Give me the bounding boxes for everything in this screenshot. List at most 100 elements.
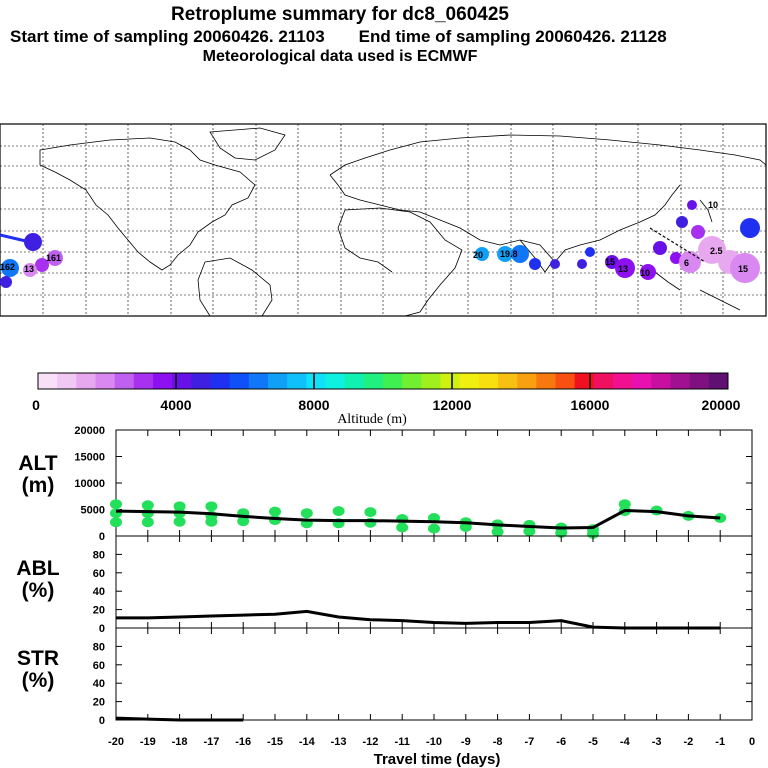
map-marker: [529, 258, 541, 270]
start-time-label: Start time of sampling 20060426. 21103: [10, 27, 325, 46]
panel-frame: [115, 535, 753, 629]
colorbar-tick-label: 20000: [702, 397, 741, 413]
x-tick-label: -10: [426, 736, 442, 748]
map-marker: [687, 200, 697, 210]
colorbar-tick-label: 0: [32, 397, 40, 413]
world-map: 162 161 13 20 19.8 15 13 10 6 2.5 15 10: [0, 123, 767, 317]
colorbar-swatch: [57, 373, 77, 389]
colorbar-swatch: [306, 373, 326, 389]
y-tick-label: 20000: [74, 425, 105, 437]
map-marker: [24, 233, 42, 251]
colorbar-swatch: [421, 373, 441, 389]
x-tick-label: -20: [108, 736, 124, 748]
scatter-point: [237, 516, 250, 527]
scatter-point: [491, 526, 504, 537]
map-marker: [730, 253, 760, 283]
colorbar-swatch: [133, 373, 154, 389]
map-marker: [640, 264, 656, 280]
map-label: 13: [618, 264, 628, 274]
panel-ylabel: (%): [22, 579, 55, 602]
map-marker: [691, 225, 705, 239]
map-marker: [670, 252, 682, 264]
scatter-point: [555, 527, 568, 538]
map-label: 162: [0, 262, 15, 272]
map-marker: [653, 241, 667, 255]
x-tick-label: -11: [395, 736, 410, 748]
colorbar-tick-label: 12000: [433, 397, 472, 413]
map-marker: [0, 276, 12, 288]
map-label: 10: [708, 200, 718, 210]
colorbar-swatch: [76, 373, 96, 389]
map-marker: [475, 247, 489, 261]
map-marker: [550, 259, 560, 269]
colorbar-tick-label: 4000: [160, 397, 191, 413]
panel-ylabel: STR: [17, 647, 59, 670]
scatter-point: [459, 521, 472, 532]
colorbar-swatch: [38, 373, 58, 389]
y-tick-label: 20: [93, 697, 105, 709]
scatter-point: [173, 516, 186, 527]
map-label: 6: [684, 258, 689, 268]
x-tick-label: -9: [461, 736, 471, 748]
map-marker: [698, 236, 726, 264]
x-tick-label: -4: [620, 736, 631, 748]
colorbar-swatch: [114, 373, 135, 389]
colorbar-tick-labels: 0 4000 8000 12000 16000 20000: [32, 397, 741, 413]
panel-ylabel: (%): [22, 669, 55, 692]
panel-ylabel: (m): [22, 474, 55, 497]
colorbar-swatch: [670, 373, 691, 389]
panel-alt: 0 5000 10000 15000 20000 ALT(m): [18, 425, 753, 543]
map-marker: [676, 216, 688, 228]
map-marker: [511, 245, 529, 263]
colorbar-tick-marks: [175, 373, 591, 389]
map-label: 15: [738, 264, 748, 274]
map-marker: [1, 259, 19, 277]
map-marker: [47, 250, 63, 266]
colorbar-swatch: [268, 373, 288, 389]
panel-str: 0 20 40 60 80 STR(%): [17, 627, 753, 727]
map-track: [649, 227, 706, 263]
y-tick-label: 60: [93, 568, 105, 580]
map-labels: 162 161 13 20 19.8 15 13 10 6 2.5 15 10: [0, 200, 748, 278]
colorbar-swatch: [191, 373, 211, 389]
scatter-point: [110, 517, 122, 528]
chart-title: Retroplume summary for dc8_060425: [171, 4, 509, 25]
x-tick-label: -3: [652, 736, 662, 748]
x-tick-label: -1: [715, 736, 725, 748]
time-series-panels: 05000100001500020000ALT(m)020406080ABL(%…: [16, 425, 753, 727]
scatter-point: [141, 508, 154, 519]
map-label: 2.5: [710, 246, 723, 256]
colorbar-swatch: [632, 373, 652, 389]
colorbar-swatch: [383, 373, 403, 389]
map-marker: [23, 263, 37, 277]
y-tick-label: 0: [99, 715, 105, 727]
colorbar-swatch: [498, 373, 518, 389]
colorbar-swatch: [229, 373, 250, 389]
y-tick-label: 40: [93, 678, 105, 690]
x-tick-label: -16: [235, 736, 251, 748]
map-label: 20: [473, 250, 483, 260]
map-marker: [679, 251, 701, 273]
x-tick-label: -19: [140, 736, 156, 748]
colorbar-swatch: [172, 373, 192, 389]
scatter-point: [141, 517, 154, 528]
y-tick-label: 60: [93, 660, 105, 672]
y-tick-label: 15000: [74, 452, 105, 464]
colorbar-swatches: [38, 373, 729, 389]
y-tick-label: 10000: [74, 478, 105, 490]
colorbar-frame: [37, 372, 729, 390]
series-line: [116, 609, 721, 630]
colorbar-swatch: [613, 373, 633, 389]
colorbar-label: Altitude (m): [337, 412, 407, 427]
series-line: [115, 716, 244, 722]
y-tick-label: 5000: [81, 505, 105, 517]
scatter-point: [173, 501, 186, 512]
map-marker: [615, 258, 635, 278]
colorbar-swatch: [651, 373, 671, 389]
y-tick-label: 40: [93, 586, 105, 598]
x-tick-label: -13: [331, 736, 347, 748]
colorbar-swatch: [248, 373, 269, 389]
scatter-point: [205, 501, 218, 512]
sampling-times: Start time of sampling 20060426. 21103 En…: [0, 27, 768, 47]
